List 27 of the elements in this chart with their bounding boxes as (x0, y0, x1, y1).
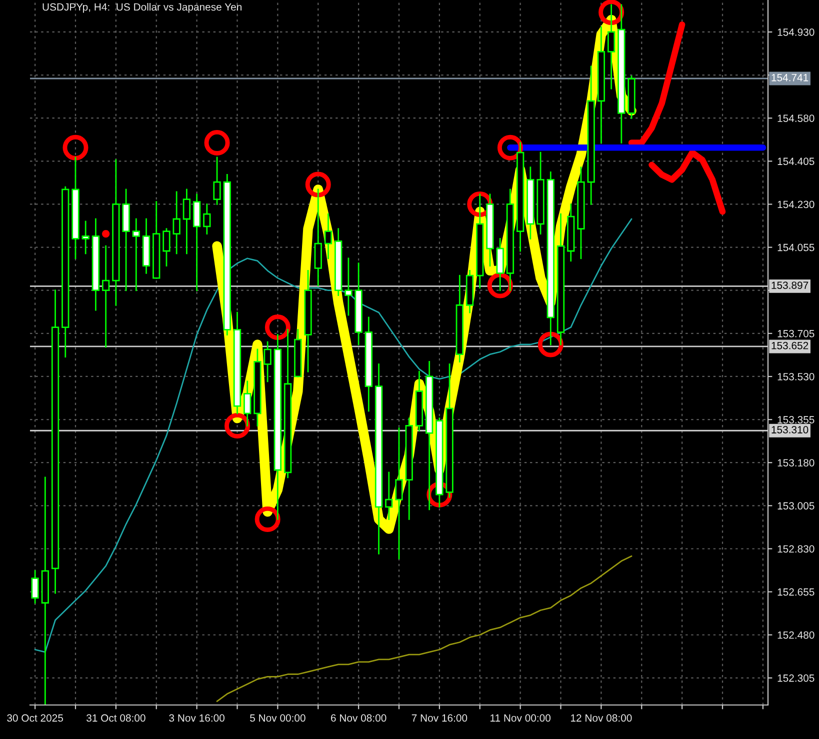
y-tick-label: 154.230 (778, 200, 814, 208)
ref-line-label: 154.741 (772, 74, 808, 82)
y-tick-label: 152.305 (778, 674, 814, 682)
y-tick-label: 152.655 (778, 588, 814, 596)
y-tick-label: 153.705 (778, 330, 814, 338)
x-tick-label: 7 Nov 16:00 (412, 714, 468, 722)
y-tick-label: 153.180 (778, 459, 814, 466)
x-tick-label: 3 Nov 16:00 (169, 714, 224, 722)
chart-title: USDJPYp, H4: US Dollar vs Japanese Yen (42, 3, 242, 13)
x-tick-label: 11 Nov 00:00 (490, 714, 551, 722)
ref-line-label: 153.652 (772, 342, 808, 350)
x-tick-label: 31 Oct 08:00 (86, 714, 146, 722)
y-tick-label: 154.055 (778, 244, 814, 252)
y-tick-label: 154.405 (778, 158, 814, 166)
y-tick-label: 153.355 (778, 416, 814, 424)
x-tick-label: 30 Oct 2025 (7, 714, 63, 722)
ref-line-label: 153.310 (772, 426, 808, 434)
y-tick-label: 153.005 (778, 502, 814, 510)
y-tick-label: 153.530 (778, 372, 814, 380)
x-tick-label: 12 Nov 08:00 (571, 714, 632, 722)
y-tick-label: 154.930 (778, 28, 814, 36)
y-tick-label: 152.480 (778, 631, 814, 639)
x-tick-label: 6 Nov 08:00 (331, 714, 386, 722)
y-tick-label: 154.580 (778, 114, 814, 122)
y-tick-label: 152.830 (778, 545, 814, 553)
ref-line-label: 153.897 (772, 282, 808, 289)
x-tick-label: 5 Nov 00:00 (250, 714, 306, 722)
